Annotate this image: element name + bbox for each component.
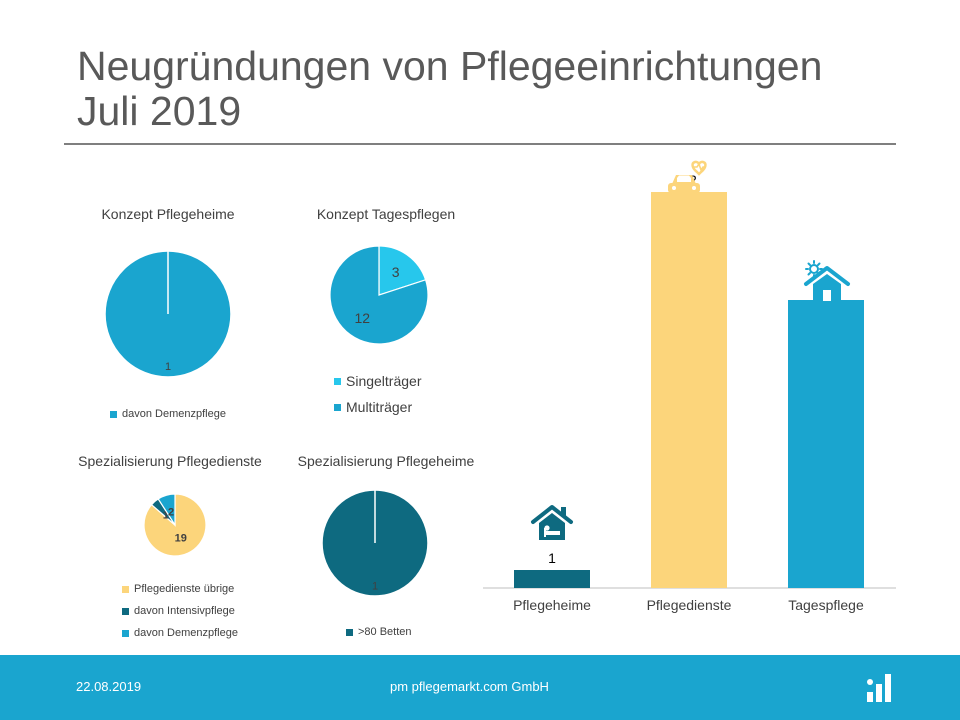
title-divider — [64, 143, 896, 145]
legend-swatch — [122, 607, 129, 615]
bar-tagespflege — [788, 300, 864, 588]
car-heart-icon — [668, 160, 707, 197]
title-line-2: Juli 2019 — [77, 88, 242, 134]
pie-4-title: Spezialisierung Pflegeheime — [297, 453, 475, 469]
pie-data-label: 2 — [168, 506, 174, 518]
pie-1-legend-item: davon Demenzpflege — [110, 408, 226, 420]
pie-3-title: Spezialisierung Pflegedienste — [78, 453, 262, 469]
pie-slice-singelträger — [378, 245, 427, 296]
pie-2-title: Konzept Tagespflegen — [316, 206, 456, 222]
legend-label: Pflegedienste übrige — [134, 583, 235, 595]
pie-4-legend-item: >80 Betten — [346, 626, 412, 638]
legend-label: davon Demenzpflege — [134, 627, 238, 639]
legend-swatch — [334, 403, 341, 411]
pie-2-legend-item-2: Multiträger — [334, 399, 412, 415]
legend-swatch — [334, 377, 341, 385]
legend-label: davon Intensivpflege — [134, 605, 235, 617]
bar-data-label: 1 — [548, 550, 556, 566]
pie-1-title: Konzept Pflegeheime — [101, 206, 235, 222]
pie-3-legend-item-2: davon Intensivpflege — [122, 605, 235, 617]
legend-swatch — [346, 628, 353, 636]
footer-date: 22.08.2019 — [76, 679, 142, 694]
pie-data-label: 3 — [392, 264, 400, 280]
pie-data-label: 1 — [372, 580, 378, 592]
pie-data-label: 1 — [165, 361, 171, 373]
bar-pflegeheime — [514, 570, 590, 588]
x-tick-label: Pflegeheime — [513, 597, 591, 613]
bar-pflegedienste — [651, 192, 727, 588]
legend-label: Multiträger — [346, 399, 413, 415]
legend-swatch — [122, 585, 129, 593]
pie-data-label: 1 — [163, 509, 169, 521]
page-title: Neugründungen von Pflegeeinrichtungen Ju… — [77, 44, 917, 134]
pie-2-legend-item-1: Singelträger — [334, 373, 422, 389]
legend-swatch — [122, 629, 129, 637]
house-bed-icon — [531, 505, 573, 540]
pie-slice-davon-demenzpflege — [157, 493, 176, 528]
legend-swatch — [110, 410, 117, 418]
legend-label: davon Demenzpflege — [122, 408, 226, 420]
pie-3-legend-item-1: Pflegedienste übrige — [122, 583, 234, 595]
legend-label: >80 Betten — [358, 626, 412, 638]
title-line-1: Neugründungen von Pflegeeinrichtungen — [77, 43, 823, 89]
pie-3-legend-item-3: davon Demenzpflege — [122, 627, 238, 639]
house-sun-icon — [804, 260, 850, 301]
pflegemarkt-logo-icon — [867, 674, 891, 702]
x-tick-label: Pflegedienste — [647, 597, 732, 613]
footer-company: pm pflegemarkt.com GmbH — [390, 679, 549, 694]
x-tick-label: Tagespflege — [788, 597, 864, 613]
legend-label: Singelträger — [346, 373, 422, 389]
pie-slice-pflegedienste-übrige — [143, 493, 207, 557]
pie-slice-multiträger — [329, 245, 429, 345]
footer-bar: 22.08.2019 pm pflegemarkt.com GmbH — [0, 655, 960, 720]
pie-data-label: 12 — [355, 310, 371, 326]
pie-data-label: 19 — [175, 533, 187, 545]
